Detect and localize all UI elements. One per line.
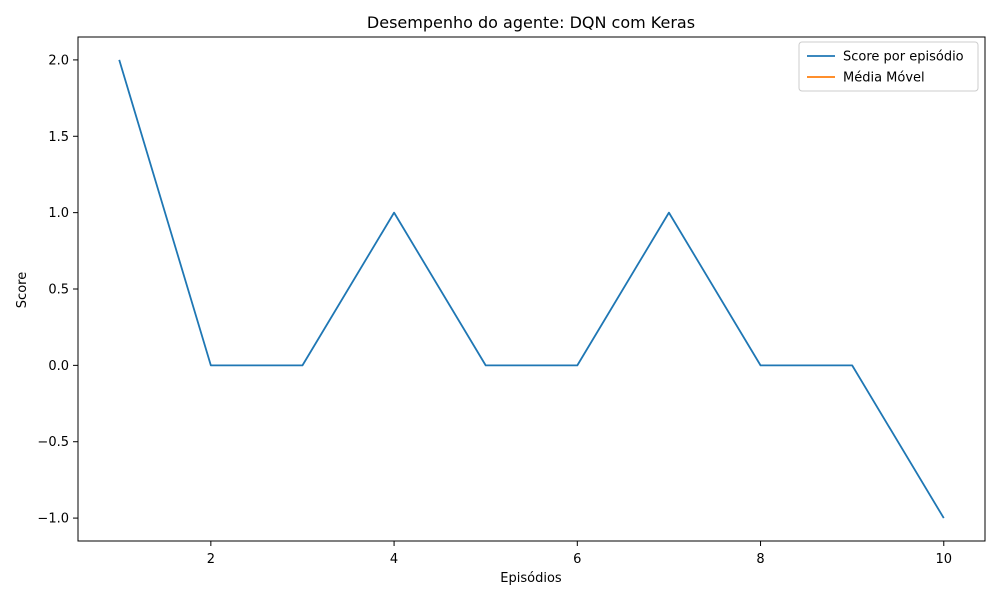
x-axis-ticks: 2 4 6 8 10: [207, 541, 952, 567]
chart-title: Desempenho do agente: DQN com Keras: [367, 13, 695, 32]
y-tick-label: −0.5: [37, 435, 69, 450]
y-tick-label: −1.0: [37, 512, 69, 527]
y-tick-label: 0.5: [48, 283, 69, 298]
y-axis-ticks: −1.0 −0.5 0.0 0.5 1.0 1.5 2.0: [37, 53, 78, 527]
x-tick-label: 8: [756, 552, 764, 567]
legend-box: [798, 41, 979, 92]
legend-label: Score por episódio: [843, 50, 964, 65]
y-tick-label: 1.0: [48, 206, 69, 221]
x-tick-label: 6: [573, 552, 581, 567]
series-line-0: [118, 59, 945, 519]
y-tick-label: 0.0: [48, 359, 69, 374]
series-layer: [118, 59, 945, 519]
y-tick-label: 1.5: [48, 130, 69, 145]
x-axis-label: Episódios: [500, 571, 562, 586]
plot-area: [77, 36, 986, 542]
legend: Score por episódio Média Móvel: [798, 41, 979, 92]
x-tick-label: 2: [207, 552, 215, 567]
plot-frame: [77, 36, 986, 542]
x-tick-label: 4: [390, 552, 398, 567]
legend-label: Média Móvel: [843, 71, 925, 86]
y-axis-label: Score: [15, 272, 30, 308]
x-tick-label: 10: [935, 552, 952, 567]
y-tick-label: 2.0: [48, 53, 69, 68]
